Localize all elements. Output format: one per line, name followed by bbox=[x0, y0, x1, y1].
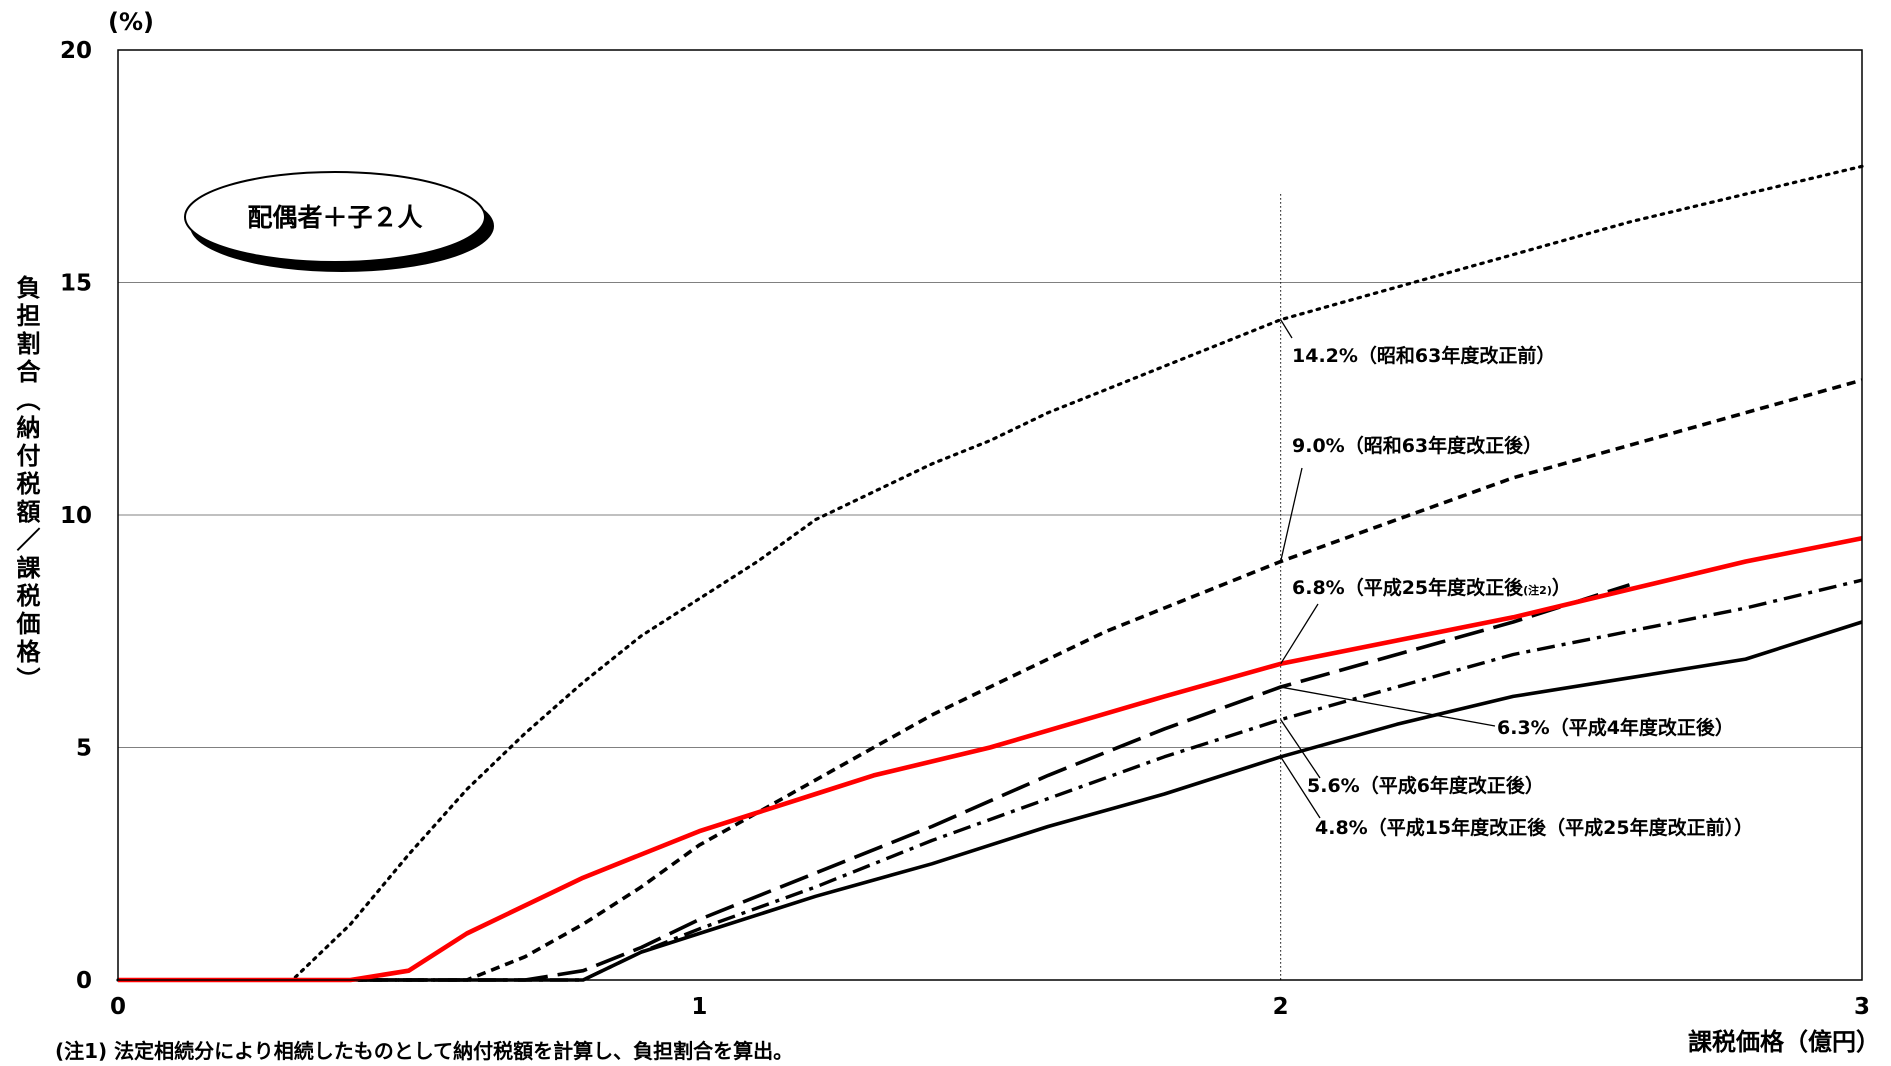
series-label-value: 14.2% bbox=[1292, 345, 1358, 367]
leader-line-h4post bbox=[1280, 686, 1496, 727]
series-layer bbox=[116, 164, 1864, 983]
series-line-h6post bbox=[118, 578, 1863, 982]
x-tick-labels: 0 1 2 3 bbox=[110, 994, 1870, 1020]
series-labels: 14.2%（昭和63年度改正前） 9.0%（昭和63年度改正後） 6.8%（平成25… bbox=[1292, 344, 1753, 839]
badge-label: 配偶者＋子２人 bbox=[247, 203, 422, 232]
category-badge: 配偶者＋子２人 bbox=[184, 171, 494, 272]
y-unit-label: (%) bbox=[108, 8, 154, 36]
leader-line-s63pre bbox=[1280, 319, 1293, 339]
leader-line-s63post bbox=[1280, 467, 1303, 562]
x-tick-label: 0 bbox=[110, 994, 126, 1020]
series-label-text: （平成25年度改正後 bbox=[1345, 576, 1524, 599]
series-label-s63pre: 14.2%（昭和63年度改正前） bbox=[1292, 344, 1555, 367]
y-tick-label: 10 bbox=[60, 503, 92, 529]
series-line-s63post bbox=[118, 378, 1863, 982]
series-line-s63pre bbox=[116, 164, 1864, 982]
y-tick-label: 0 bbox=[76, 968, 92, 994]
leader-line-h15post bbox=[1280, 756, 1321, 819]
y-tick-labels: 0 5 10 15 20 bbox=[60, 38, 92, 994]
y-tick-label: 5 bbox=[76, 736, 92, 762]
x-tick-label: 2 bbox=[1273, 994, 1289, 1020]
series-label-text: （平成6年度改正後） bbox=[1360, 774, 1544, 797]
y-tick-label: 20 bbox=[60, 38, 92, 64]
series-label-text: （昭和63年度改正後） bbox=[1345, 434, 1542, 457]
leader-line-h25post bbox=[1280, 603, 1319, 665]
leader-line-layer bbox=[1280, 319, 1496, 819]
x-tick-label: 3 bbox=[1854, 994, 1870, 1020]
x-axis-title: 課税価格（億円） bbox=[1688, 1028, 1880, 1056]
series-line-h15post bbox=[118, 620, 1863, 982]
y-tick-label: 15 bbox=[60, 271, 92, 297]
leader-line-h6post bbox=[1280, 719, 1321, 779]
y-axis-title: 負担割合（納付税額／課税価格） bbox=[12, 275, 41, 695]
series-label-value: 4.8% bbox=[1315, 817, 1368, 839]
series-line-h25post bbox=[118, 536, 1863, 983]
series-label-text: （平成4年度改正後） bbox=[1550, 716, 1734, 739]
series-label-h6post: 5.6%（平成6年度改正後） bbox=[1307, 774, 1544, 797]
x-tick-label: 1 bbox=[691, 994, 707, 1020]
series-label-value: 6.8% bbox=[1292, 577, 1345, 599]
series-label-h15post: 4.8%（平成15年度改正後（平成25年度改正前）） bbox=[1315, 816, 1753, 839]
plot-frame bbox=[117, 49, 1863, 981]
series-label-text: （昭和63年度改正前） bbox=[1358, 344, 1555, 367]
series-label-s63post: 9.0%（昭和63年度改正後） bbox=[1292, 434, 1542, 457]
grid-lines bbox=[118, 282, 1862, 748]
series-label-note: (注2) bbox=[1523, 583, 1552, 597]
series-label-value: 9.0% bbox=[1292, 435, 1345, 457]
series-line-h4post bbox=[118, 583, 1631, 982]
series-label-text: （平成15年度改正後（平成25年度改正前）） bbox=[1368, 816, 1753, 839]
series-label-value: 6.3% bbox=[1497, 717, 1550, 739]
series-label-h4post: 6.3%（平成4年度改正後） bbox=[1497, 716, 1734, 739]
footnote: (注1) 法定相続分により相続したものとして納付税額を計算し、負担割合を算出。 bbox=[55, 1039, 793, 1062]
series-label-h25post: 6.8%（平成25年度改正後(注2)） bbox=[1292, 576, 1571, 599]
series-label-close: ） bbox=[1552, 576, 1571, 599]
series-label-value: 5.6% bbox=[1307, 775, 1360, 797]
